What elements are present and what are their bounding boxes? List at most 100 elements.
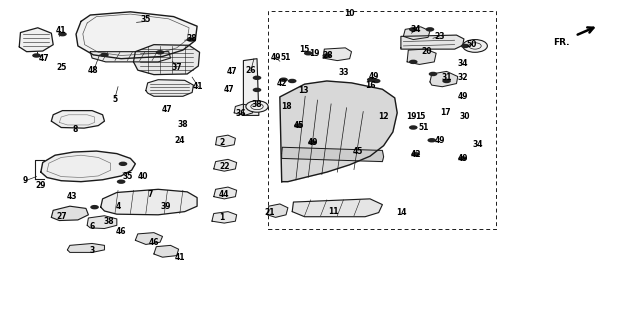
Polygon shape xyxy=(101,189,197,215)
Circle shape xyxy=(308,140,317,145)
Text: 47: 47 xyxy=(224,85,235,94)
Circle shape xyxy=(412,152,420,156)
Polygon shape xyxy=(243,59,259,116)
Circle shape xyxy=(58,32,67,36)
Polygon shape xyxy=(214,187,236,199)
Polygon shape xyxy=(323,48,352,60)
Text: 5: 5 xyxy=(113,95,118,104)
Text: 7: 7 xyxy=(147,190,153,199)
Polygon shape xyxy=(146,80,193,96)
Text: 14: 14 xyxy=(396,208,406,217)
Text: 29: 29 xyxy=(35,181,46,190)
Text: 21: 21 xyxy=(264,208,275,217)
Text: 33: 33 xyxy=(338,68,348,77)
Text: 35: 35 xyxy=(122,172,132,181)
Text: FR.: FR. xyxy=(553,38,569,47)
Polygon shape xyxy=(41,151,136,182)
Circle shape xyxy=(443,79,451,83)
Circle shape xyxy=(253,88,261,92)
Polygon shape xyxy=(401,35,464,49)
Polygon shape xyxy=(292,199,383,217)
Polygon shape xyxy=(407,49,436,64)
Text: 40: 40 xyxy=(137,172,148,181)
Text: 44: 44 xyxy=(219,190,230,199)
Text: 13: 13 xyxy=(298,86,309,95)
Text: 10: 10 xyxy=(344,9,355,18)
Text: 31: 31 xyxy=(441,73,452,82)
Text: 32: 32 xyxy=(457,73,468,82)
Polygon shape xyxy=(134,45,199,75)
Circle shape xyxy=(458,156,467,161)
Circle shape xyxy=(304,51,313,55)
Text: 38: 38 xyxy=(187,35,197,44)
Text: 26: 26 xyxy=(246,66,256,75)
Bar xyxy=(267,11,496,228)
Polygon shape xyxy=(19,28,53,52)
Text: 49: 49 xyxy=(271,53,281,62)
Text: 51: 51 xyxy=(418,123,429,132)
Text: 41: 41 xyxy=(193,82,204,91)
Polygon shape xyxy=(430,71,457,87)
Circle shape xyxy=(279,77,288,82)
Polygon shape xyxy=(90,52,171,62)
Polygon shape xyxy=(404,27,430,40)
Text: 25: 25 xyxy=(56,63,66,72)
Polygon shape xyxy=(214,159,236,171)
Polygon shape xyxy=(51,111,105,128)
Text: 38: 38 xyxy=(252,100,262,109)
Text: 49: 49 xyxy=(435,136,446,145)
Polygon shape xyxy=(67,244,105,252)
Text: 22: 22 xyxy=(219,162,230,171)
Text: 15: 15 xyxy=(300,44,310,54)
Text: 35: 35 xyxy=(141,15,151,24)
Polygon shape xyxy=(76,12,197,59)
Circle shape xyxy=(322,53,331,58)
Text: 11: 11 xyxy=(327,207,338,216)
Circle shape xyxy=(409,27,418,32)
Circle shape xyxy=(100,52,109,57)
Circle shape xyxy=(253,76,261,80)
Text: 23: 23 xyxy=(434,32,444,41)
Text: 49: 49 xyxy=(308,138,318,147)
Polygon shape xyxy=(87,216,117,228)
Text: 45: 45 xyxy=(352,147,363,156)
Text: 6: 6 xyxy=(90,222,95,231)
Text: 41: 41 xyxy=(56,27,66,36)
Text: 42: 42 xyxy=(277,79,287,88)
Text: 43: 43 xyxy=(66,192,77,201)
Circle shape xyxy=(119,162,128,166)
Text: 9: 9 xyxy=(23,176,28,185)
Text: 49: 49 xyxy=(457,154,468,163)
Circle shape xyxy=(294,123,303,128)
Circle shape xyxy=(428,138,436,142)
Circle shape xyxy=(117,180,126,184)
Text: 49: 49 xyxy=(457,92,468,101)
Text: 42: 42 xyxy=(410,150,421,159)
Polygon shape xyxy=(136,233,163,244)
Text: 34: 34 xyxy=(472,140,483,149)
Text: 8: 8 xyxy=(72,125,77,134)
Text: 30: 30 xyxy=(460,112,470,121)
Text: 38: 38 xyxy=(178,120,188,130)
Circle shape xyxy=(90,205,99,209)
Text: 48: 48 xyxy=(88,66,98,75)
Text: 34: 34 xyxy=(457,59,468,68)
Text: 2: 2 xyxy=(219,138,225,147)
Text: 38: 38 xyxy=(103,217,114,226)
Circle shape xyxy=(186,37,195,42)
Text: 45: 45 xyxy=(293,121,303,130)
Text: 20: 20 xyxy=(422,47,432,56)
Polygon shape xyxy=(212,212,236,223)
Text: 49: 49 xyxy=(369,72,379,81)
Text: 19: 19 xyxy=(406,112,417,121)
Circle shape xyxy=(367,77,376,82)
Text: 27: 27 xyxy=(56,212,66,221)
Text: 4: 4 xyxy=(115,202,121,211)
Circle shape xyxy=(156,50,165,54)
Text: 18: 18 xyxy=(281,102,292,111)
Polygon shape xyxy=(280,81,397,182)
Text: 39: 39 xyxy=(161,202,171,211)
Text: 15: 15 xyxy=(415,112,426,121)
Text: 41: 41 xyxy=(175,253,185,262)
Polygon shape xyxy=(51,206,89,220)
